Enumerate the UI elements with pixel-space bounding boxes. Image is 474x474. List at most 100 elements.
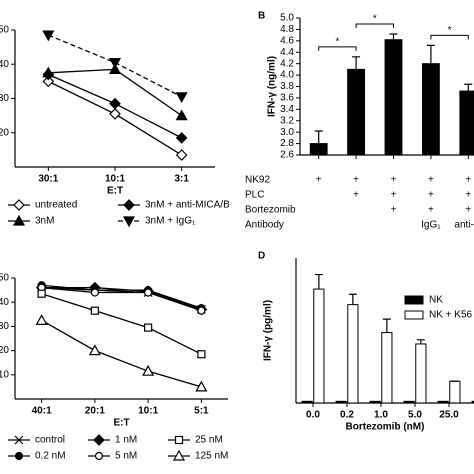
y-tick-label: 4.6 [280,35,294,46]
table-cell: + [465,205,471,216]
marker [142,364,155,376]
error-bar [352,56,361,70]
x-tick-label: 0.2 [340,410,354,421]
y-tick-label: 2.6 [280,150,294,161]
x-tick-label: 5.0 [408,410,422,421]
x-axis-label: Bortezomib (nM) [346,422,425,433]
legend-marker [122,216,136,228]
y-tick-label: 3.4 [280,104,294,115]
legend-marker [12,214,26,226]
y-tick-label: 3.6 [280,93,294,104]
error-bar [426,44,435,64]
bar [459,90,474,156]
y-tick-label: 20 [0,127,9,138]
bar [301,400,313,404]
table-cell: + [353,190,359,201]
table-cell: + [465,190,471,201]
table-cell: + [391,205,397,216]
table-cell: + [428,205,434,216]
legend-label: NK + K56 [429,310,473,321]
x-tick-label: 1.0 [374,410,388,421]
panel-label: B [258,11,265,22]
bar [381,332,393,404]
y-tick-label: 40 [0,59,9,70]
legend-label: 3nM + IgG₁ [145,216,196,227]
x-axis-label: E:T [107,186,123,197]
bar [415,343,427,404]
error-bar [389,33,398,40]
bar [347,68,366,156]
y-tick-label: 3.2 [280,115,294,126]
error-bar [464,83,473,92]
significance-label: * [448,25,452,36]
y-tick-label: 2.8 [280,138,294,149]
legend-label: 3nM + anti-MICA/B [145,200,230,211]
marker [144,288,153,297]
x-axis-label: E:T [113,418,129,429]
legend-label: NK [429,295,443,306]
legend-swatch [404,310,424,320]
marker [37,289,46,298]
table-cell: IgG₁ [421,220,441,231]
legend-marker [172,449,186,461]
legend-label: 125 nM [195,451,228,462]
error-bar [416,339,425,344]
table-cell: + [391,175,397,186]
legend-label: 1 nM [115,435,137,446]
significance-label: * [335,36,339,47]
marker [90,306,99,315]
legend-marker [13,199,25,211]
table-cell: + [316,175,322,186]
table-row-label: Bortezomib [245,205,296,216]
marker [90,288,99,297]
marker [42,68,55,81]
marker [144,323,153,332]
x-tick-label: 20:1 [85,406,105,417]
bar [421,63,440,156]
significance-bracket [318,46,357,51]
bar [449,380,461,404]
y-axis-label: IFN-γ (ng/ml) [267,56,278,117]
marker [175,92,188,104]
legend-label: 25 nM [195,435,223,446]
y-tick-label: 4.0 [280,70,294,81]
bar [471,400,474,404]
bar [335,400,347,404]
error-bar [348,293,357,305]
y-tick-label: 50 [0,25,9,36]
legend-swatch [404,295,424,305]
panel-label: D [258,251,265,262]
bar [384,39,403,156]
marker [108,57,122,69]
series-line [41,293,202,355]
significance-bracket [355,23,394,28]
bar [403,400,415,404]
x-tick-label: 10:1 [105,174,125,185]
x-tick-label: 3:1 [174,174,189,185]
marker [175,132,188,144]
table-row-label: NK92 [245,175,270,186]
table-cell: + [428,190,434,201]
series-line [41,319,202,388]
x-tick-label: 30:1 [38,174,58,185]
bar [309,143,328,156]
x-tick-label: 40:1 [32,406,52,417]
table-row-label: PLC [245,190,264,201]
series-line [41,287,202,312]
legend-label: untreated [35,200,77,211]
table-cell: + [353,175,359,186]
marker [42,75,55,88]
y-tick-label: 50 [0,273,9,284]
significance-label: * [373,14,377,25]
y-tick-label: 4.8 [280,24,294,35]
x-tick-label: 0.0 [306,410,320,421]
bar [369,400,381,404]
legend-marker [123,199,135,211]
y-axis-label: IFN-γ (pg/ml) [263,300,274,361]
legend-label: 3nM [35,216,54,227]
marker [88,344,101,356]
marker [109,108,121,120]
table-cell: anti-M [454,220,474,231]
legend-label: 0.2 nM [35,451,66,462]
